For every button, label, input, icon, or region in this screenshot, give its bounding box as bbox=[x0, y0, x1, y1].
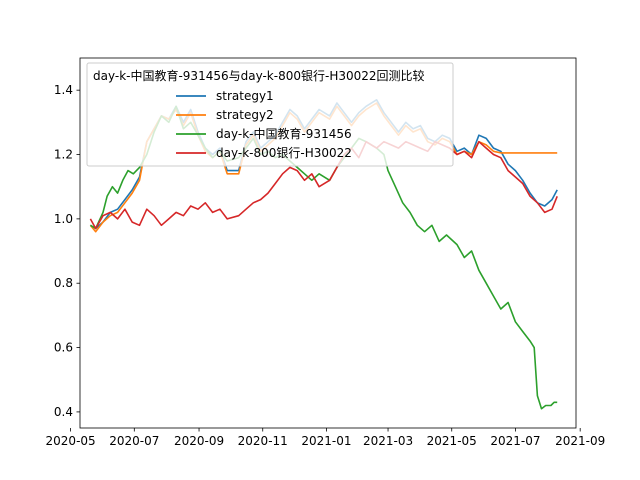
y-axis: 0.4 0.6 0.8 1.0 1.2 1.4 bbox=[54, 83, 80, 419]
y-tick-label: 0.6 bbox=[54, 341, 73, 355]
y-tick-label: 0.8 bbox=[54, 276, 73, 290]
legend-label: day-k-中国教育-931456 bbox=[216, 126, 352, 141]
series-line-4 bbox=[89, 140, 558, 230]
x-tick-label: 2021-07 bbox=[490, 434, 540, 448]
legend-label: strategy2 bbox=[216, 108, 274, 122]
legend-frame bbox=[86, 62, 454, 167]
y-tick-label: 1.4 bbox=[54, 83, 73, 97]
x-tick-label: 2020-05 bbox=[46, 434, 96, 448]
legend-label: strategy1 bbox=[216, 89, 274, 103]
y-tick-label: 0.4 bbox=[54, 405, 73, 419]
x-axis: 2020-05 2020-07 2020-09 2020-11 2021-01 2021-… bbox=[46, 428, 605, 448]
x-tick-label: 2021-09 bbox=[555, 434, 605, 448]
y-tick-label: 1.2 bbox=[54, 148, 73, 162]
x-tick-label: 2020-09 bbox=[174, 434, 224, 448]
x-tick-label: 2021-01 bbox=[301, 434, 351, 448]
legend-title: day-k-中国教育-931456与day-k-800银行-H30022回测比较 bbox=[93, 68, 425, 83]
legend-label: day-k-800银行-H30022 bbox=[216, 146, 352, 160]
legend-entries: strategy1 strategy2 day-k-中国教育-931456 day-k… bbox=[176, 89, 352, 160]
x-tick-label: 2020-07 bbox=[109, 434, 159, 448]
x-tick-label: 2021-05 bbox=[427, 434, 477, 448]
y-tick-label: 1.0 bbox=[54, 212, 73, 226]
x-tick-label: 2020-11 bbox=[238, 434, 288, 448]
axes-frame bbox=[79, 57, 577, 429]
x-tick-label: 2021-03 bbox=[363, 434, 413, 448]
legend: day-k-中国教育-931456与day-k-800银行-H30022回测比较… bbox=[86, 62, 454, 167]
